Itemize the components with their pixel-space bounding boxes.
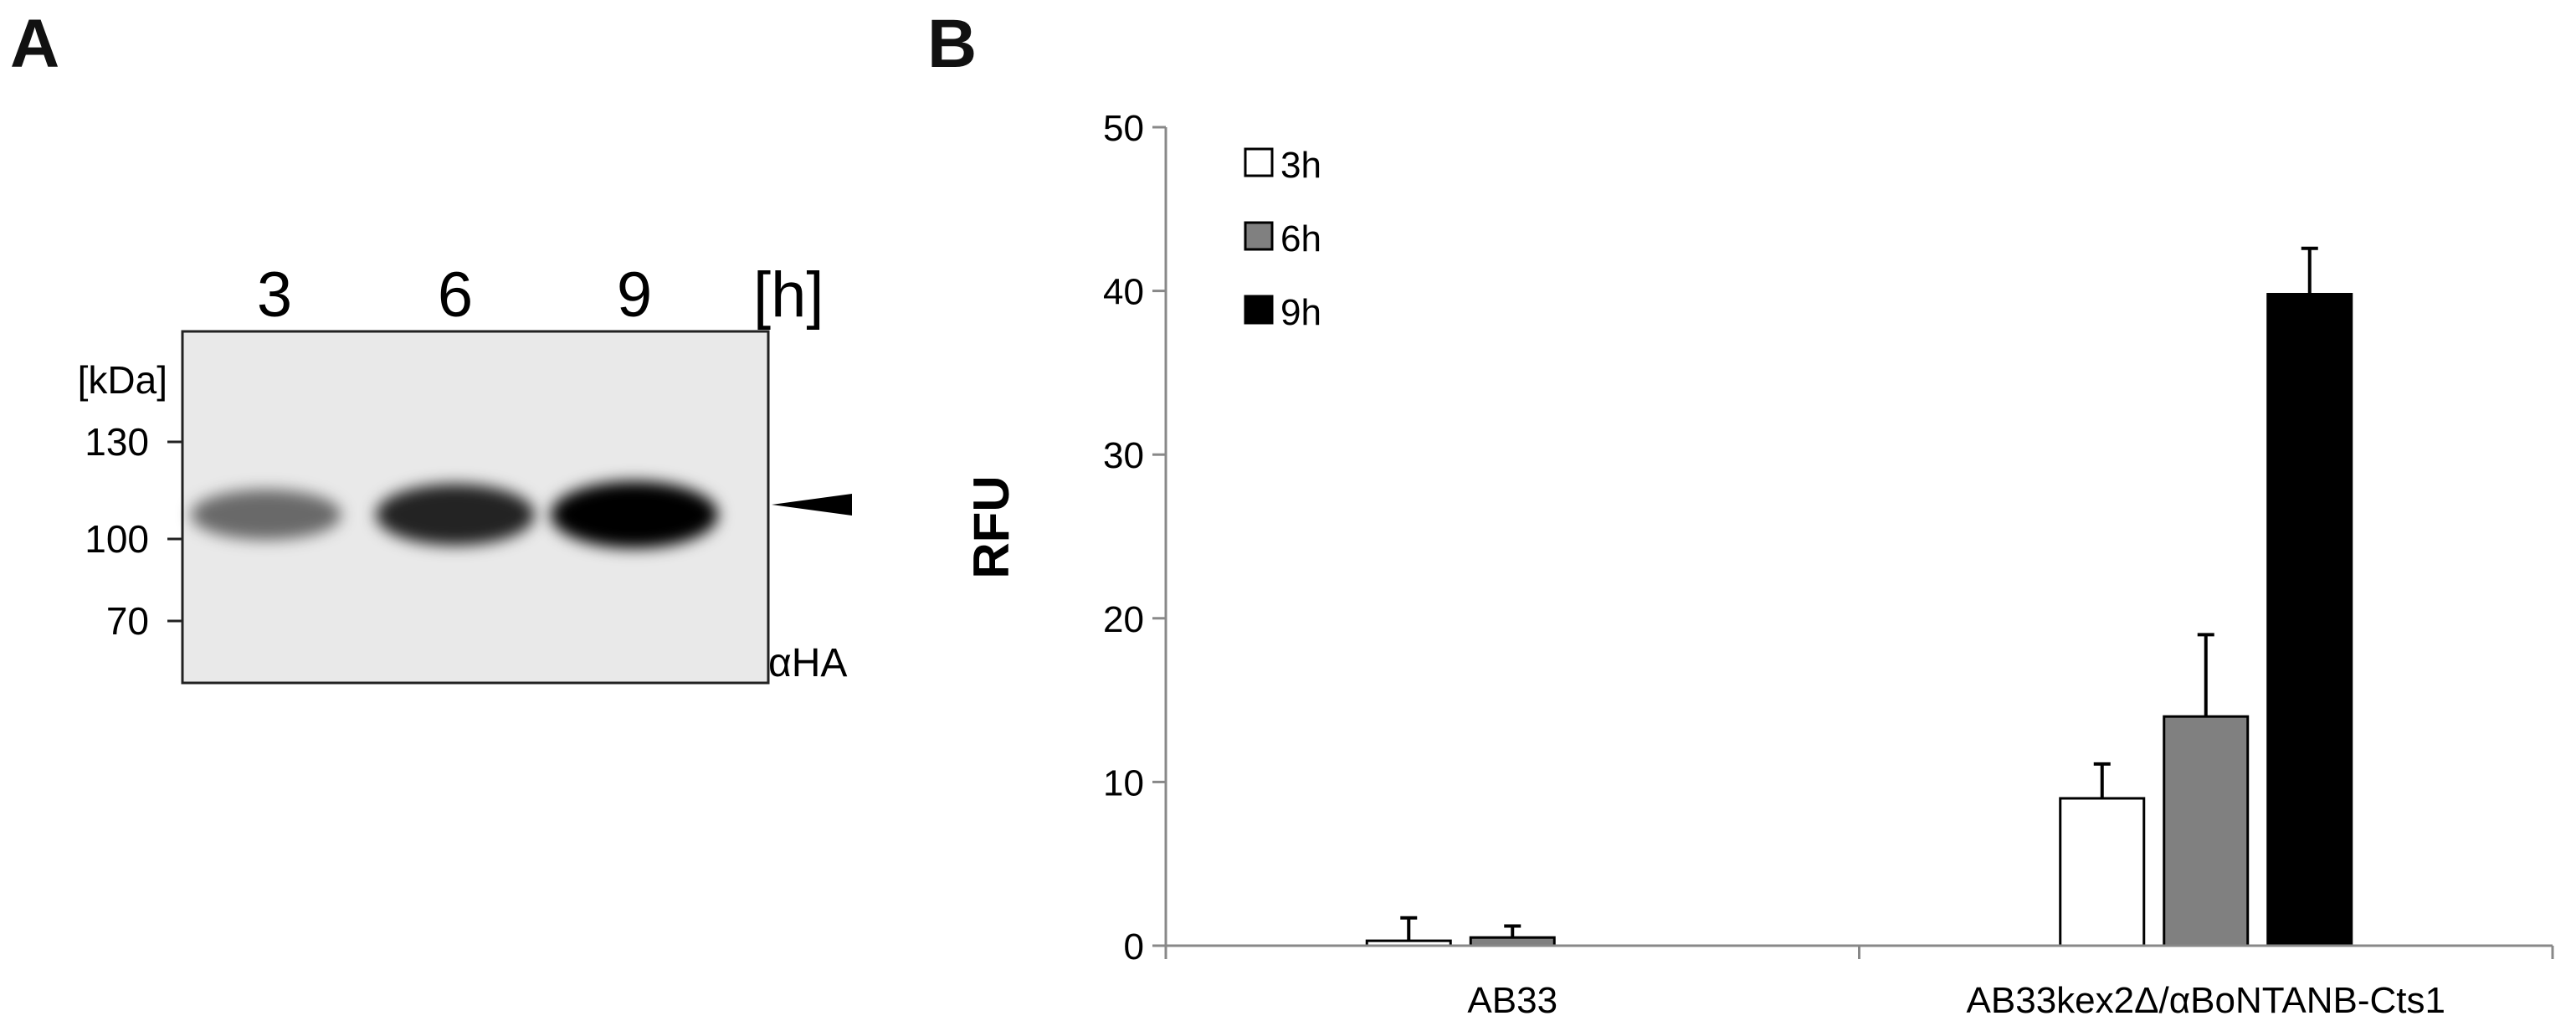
time-unit-label: [h] bbox=[753, 259, 824, 331]
lane-label: 3 bbox=[257, 259, 292, 331]
panel-b-label: B bbox=[927, 6, 978, 82]
protein-band bbox=[376, 484, 535, 546]
x-tick-label: AB33kex2Δ/αBoNTANB-Cts1 bbox=[1967, 980, 2445, 1021]
x-tick-label: AB33 bbox=[1467, 980, 1557, 1021]
bars bbox=[1365, 246, 2353, 947]
legend-swatch bbox=[1244, 147, 1274, 177]
legend: 3h 6h 9h bbox=[1244, 145, 1321, 333]
y-tick-label: 30 bbox=[1103, 435, 1144, 476]
panel-a-label: A bbox=[10, 6, 60, 82]
legend-swatch bbox=[1244, 221, 1274, 251]
y-tick-label: 0 bbox=[1124, 926, 1144, 967]
protein-band bbox=[191, 489, 341, 541]
lane-label: 6 bbox=[438, 259, 473, 331]
western-blot-panel: 3 6 9 [h] [kDa] 130 100 70 αHA bbox=[78, 259, 852, 685]
legend-swatch bbox=[1244, 295, 1274, 325]
y-tick-label: 10 bbox=[1103, 762, 1144, 803]
legend-label: 6h bbox=[1280, 218, 1321, 259]
legend-label: 3h bbox=[1280, 145, 1321, 186]
lane-label: 9 bbox=[617, 259, 652, 331]
y-axis-title: RFU bbox=[963, 475, 1019, 578]
mw-unit-label: [kDa] bbox=[78, 358, 167, 402]
blot-bands bbox=[191, 481, 718, 548]
mw-marker-label: 70 bbox=[106, 599, 149, 643]
band-arrowhead-icon bbox=[772, 494, 852, 516]
legend-label: 9h bbox=[1280, 292, 1321, 333]
bar-6h-AB33kex2Δ/αBoNTANB-Cts1 bbox=[2163, 715, 2250, 947]
bar-9h-AB33kex2Δ/αBoNTANB-Cts1 bbox=[2266, 293, 2353, 947]
antibody-label: αHA bbox=[768, 641, 847, 685]
y-tick-label: 50 bbox=[1103, 108, 1144, 149]
mw-marker-label: 100 bbox=[85, 517, 149, 561]
bar-3h-AB33kex2Δ/αBoNTANB-Cts1 bbox=[2059, 797, 2146, 947]
y-axis: 0 10 20 30 40 50 bbox=[1103, 108, 1167, 967]
mw-marker-label: 130 bbox=[85, 420, 149, 464]
protein-band bbox=[551, 481, 718, 548]
y-tick-label: 40 bbox=[1103, 272, 1144, 313]
y-tick-label: 20 bbox=[1103, 599, 1144, 640]
x-axis: AB33 AB33kex2Δ/αBoNTANB-Cts1 bbox=[1164, 944, 2554, 1021]
